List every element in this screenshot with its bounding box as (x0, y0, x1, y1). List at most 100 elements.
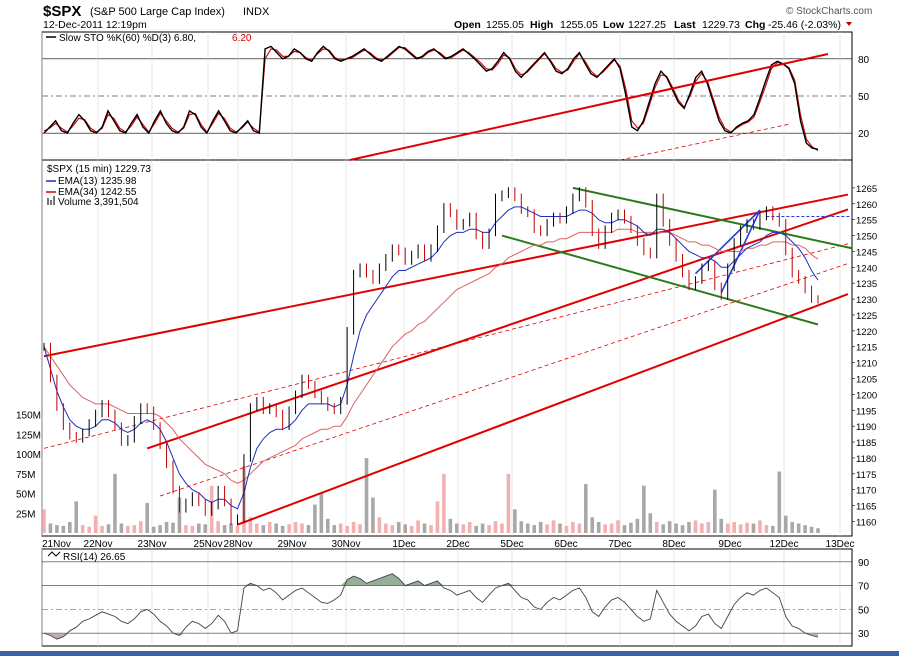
low-value: 1227.25 (628, 19, 666, 31)
stochastic-channel-overlay (349, 53, 829, 161)
volume-bar (584, 484, 588, 533)
volume-bar (616, 520, 620, 533)
volume-bar (764, 525, 769, 533)
volume-bar (674, 523, 678, 533)
rsi-label-text: RSI(14) 26.65 (63, 552, 126, 563)
volume-bar (93, 515, 98, 533)
volume-bar (119, 523, 124, 533)
volume-bar (558, 523, 562, 533)
volume-bar (396, 521, 401, 533)
volume-bar (538, 521, 543, 533)
stochastic-grid (41, 32, 852, 160)
volume-bar (190, 525, 195, 533)
volume-bar (332, 525, 337, 533)
price-tick-label: 1205 (856, 375, 877, 386)
volume-bar (132, 525, 137, 533)
volume-bar (422, 523, 427, 533)
volume-bar (358, 524, 362, 533)
volume-bar (287, 524, 291, 533)
sto-label-text: Slow STO %K(60) %D(3) 6.80, (59, 33, 196, 44)
volume-bar (371, 497, 375, 533)
volume-bar (435, 501, 440, 533)
volume-bar (777, 471, 782, 533)
rsi-label: RSI(14) 26.65 (47, 551, 126, 563)
volume-bar (61, 525, 66, 533)
price-legend: $SPX (15 min) 1229.73 EMA(13) 1235.98 EM… (46, 164, 151, 208)
volume-bar (409, 525, 414, 533)
date-tick-label: 12Dec (770, 539, 799, 550)
volume-bar (229, 523, 233, 533)
bottom-scrollbar[interactable] (0, 651, 899, 656)
volume-bar (442, 473, 446, 533)
chg-value: -25.46 (-2.03%) (768, 19, 841, 31)
volume-bar (267, 521, 272, 533)
price-tick-label: 1215 (856, 343, 877, 354)
watermark: © StockCharts.com (786, 6, 872, 17)
legend-ema13-text: EMA(13) 1235.98 (58, 176, 137, 187)
volume-bar (248, 517, 253, 533)
legend-volume-text: Volume 3,391,504 (58, 197, 139, 208)
volume-bar (416, 520, 420, 533)
price-tick-label: 1170 (856, 486, 876, 497)
legend-price-text: $SPX (15 min) 1229.73 (47, 164, 151, 175)
date-tick-label: 7Dec (608, 539, 631, 550)
date-tick-label: 1Dec (392, 539, 415, 550)
volume-bar (751, 523, 756, 533)
volume-bar (680, 525, 685, 533)
volume-bar (74, 501, 79, 533)
volume-bar (235, 525, 240, 533)
legend-volume-swatch (47, 198, 49, 205)
volume-bar (545, 524, 549, 533)
price-axis-ticks: 1160 1165 1170 1175 1180 1185 1190 1195 1200 1205… (852, 184, 877, 528)
volume-bar (390, 525, 395, 533)
datetime-label: 12-Dec-2011 12:19pm (43, 19, 147, 31)
volume-bar (519, 521, 524, 533)
volume-bar (255, 523, 259, 533)
volume-bar (745, 522, 749, 533)
volume-bar (177, 497, 182, 533)
volume-bar (42, 509, 46, 533)
volume-bar (158, 525, 162, 533)
date-tick-label: 23Nov (138, 539, 167, 550)
open-label: Open (454, 19, 481, 31)
last-value: 1229.73 (702, 19, 740, 31)
date-tick-label: 30Nov (332, 539, 361, 550)
rsi-panel (41, 548, 853, 647)
price-tick-label: 1235 (856, 279, 877, 290)
volume-bar (313, 504, 317, 533)
date-axis-ticks: 21Nov 22Nov 23Nov 25Nov 28Nov 29Nov 30Nov 1Dec 2… (42, 539, 854, 550)
channel-line (43, 243, 849, 449)
volume-bar (429, 525, 433, 533)
volume-bar (771, 525, 775, 533)
volume-bar (126, 525, 130, 533)
volume-bar (222, 525, 227, 533)
volume-tick-label: 100M (16, 450, 41, 461)
volume-bar (326, 518, 330, 533)
open-value: 1255.05 (486, 19, 524, 31)
high-value: 1255.05 (560, 19, 598, 31)
volume-bar (377, 517, 382, 533)
date-tick-label: 6Dec (554, 539, 577, 550)
trend-channels (43, 186, 852, 526)
volume-bar (796, 523, 801, 533)
price-tick-label: 1185 (856, 438, 876, 449)
price-tick-label: 1255 (856, 216, 877, 227)
volume-bars (42, 458, 820, 533)
volume-tick-label: 125M (16, 430, 41, 441)
volume-bar (783, 515, 788, 533)
volume-bar (803, 525, 807, 533)
blue-trendline (694, 209, 761, 275)
volume-bar (138, 521, 143, 533)
volume-bar (506, 473, 511, 533)
volume-bar (500, 523, 504, 533)
price-tick-label: 1260 (856, 200, 877, 211)
volume-axis-ticks: 25M 50M 75M 100M 125M 150M (16, 411, 41, 521)
volume-bar (68, 521, 72, 533)
sto-tick-label: 80 (858, 55, 870, 66)
volume-bar (474, 525, 478, 533)
volume-bar (732, 521, 736, 533)
volume-bar (758, 520, 762, 533)
high-label: High (530, 19, 553, 31)
volume-bar (345, 525, 349, 533)
